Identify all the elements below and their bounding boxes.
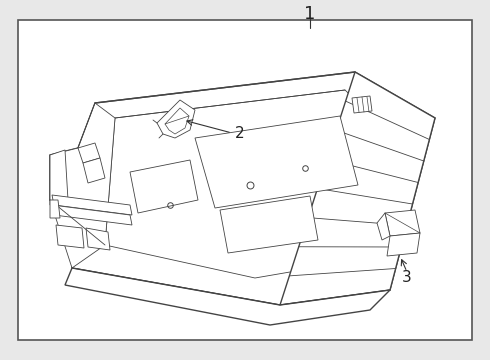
Polygon shape: [83, 158, 105, 183]
Polygon shape: [52, 195, 132, 215]
Polygon shape: [56, 225, 84, 248]
Polygon shape: [86, 228, 110, 250]
Polygon shape: [50, 72, 435, 305]
Polygon shape: [195, 116, 358, 208]
Polygon shape: [130, 160, 198, 213]
Polygon shape: [50, 150, 68, 205]
Polygon shape: [52, 205, 132, 225]
Polygon shape: [377, 213, 390, 240]
Polygon shape: [280, 72, 435, 305]
Text: 3: 3: [402, 270, 412, 285]
Polygon shape: [385, 210, 420, 236]
Polygon shape: [105, 90, 385, 278]
Polygon shape: [387, 233, 420, 256]
Text: 2: 2: [235, 126, 245, 140]
Polygon shape: [352, 96, 372, 113]
Polygon shape: [50, 200, 60, 218]
Polygon shape: [50, 103, 115, 268]
Text: 1: 1: [304, 5, 316, 23]
Polygon shape: [78, 143, 100, 163]
Polygon shape: [165, 108, 189, 134]
FancyBboxPatch shape: [18, 20, 472, 340]
Polygon shape: [220, 196, 318, 253]
Polygon shape: [65, 268, 390, 325]
Polygon shape: [157, 100, 195, 138]
